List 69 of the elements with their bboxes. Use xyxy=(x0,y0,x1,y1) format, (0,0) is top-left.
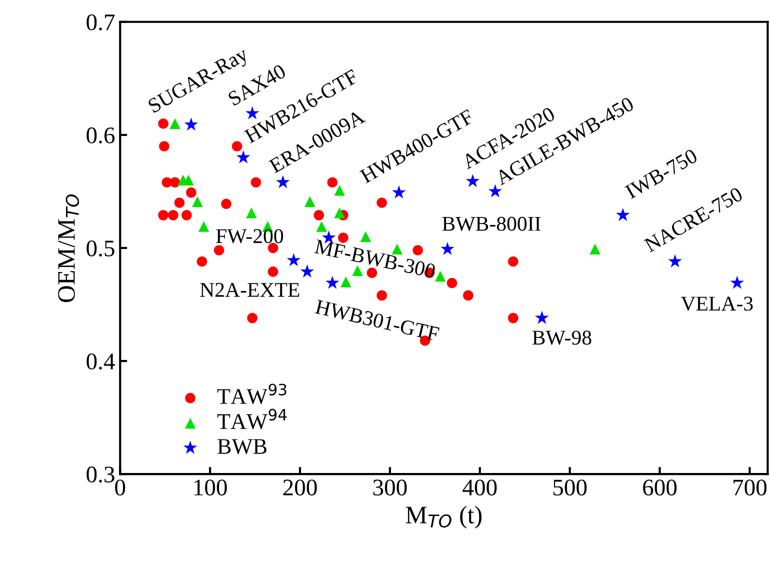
point xyxy=(186,187,196,198)
point xyxy=(508,312,518,324)
annotation: BW-98 xyxy=(532,330,592,345)
point xyxy=(196,256,208,267)
point xyxy=(304,196,316,207)
y-tick-label: 0.6 xyxy=(86,127,115,144)
y-tick-label: 0.3 xyxy=(86,466,114,483)
point xyxy=(214,245,224,256)
legend-label: TAW$^{93}$ xyxy=(217,384,286,404)
x-tick-label: 500 xyxy=(553,480,587,496)
point xyxy=(236,150,250,164)
y-tick-label: 0.5 xyxy=(86,240,114,256)
x-tick-label: 300 xyxy=(373,480,407,496)
point xyxy=(158,210,168,220)
x-tick-label: 400 xyxy=(462,480,497,496)
point xyxy=(446,278,458,288)
point xyxy=(376,198,387,208)
legend-label: BWB xyxy=(218,439,266,454)
point xyxy=(334,208,345,218)
point xyxy=(440,242,454,255)
point xyxy=(198,221,210,232)
point xyxy=(170,177,180,188)
point xyxy=(250,177,262,188)
point xyxy=(463,290,474,301)
point xyxy=(340,276,352,288)
point xyxy=(300,264,314,278)
point xyxy=(286,253,301,266)
y-tick-label: 0.4 xyxy=(86,354,115,370)
point xyxy=(268,242,278,254)
point xyxy=(221,198,232,210)
annotation: N2A-EXTE xyxy=(200,282,300,297)
x-tick-label: 200 xyxy=(283,480,317,496)
point xyxy=(158,118,168,129)
point xyxy=(316,221,327,232)
point xyxy=(170,118,180,130)
point xyxy=(535,310,549,324)
point xyxy=(276,175,290,188)
x-tick-label: 0 xyxy=(115,480,126,496)
point xyxy=(174,198,185,208)
x-tick-label: 100 xyxy=(194,480,227,496)
point xyxy=(668,254,682,268)
point xyxy=(392,185,406,198)
x-tick-label: 600 xyxy=(643,480,677,496)
point xyxy=(184,117,198,131)
point xyxy=(232,141,242,152)
point xyxy=(327,177,338,188)
point xyxy=(192,196,203,207)
annotation: FW-200 xyxy=(216,229,284,244)
point xyxy=(159,141,170,152)
y-tick-label: 0.7 xyxy=(86,14,115,30)
legend-label: TAW$^{94}$ xyxy=(217,408,287,430)
point xyxy=(730,276,744,289)
annotation: VELA-3 xyxy=(680,296,753,311)
y-axis-title: OEM/M$_{TO}$ xyxy=(58,194,80,302)
point xyxy=(488,184,502,198)
x-axis-title: M$_{TO}$ (t) xyxy=(406,506,482,529)
point xyxy=(182,210,192,220)
point xyxy=(508,256,518,267)
point xyxy=(590,244,600,254)
point xyxy=(246,208,257,218)
point xyxy=(616,208,630,222)
point xyxy=(314,210,324,220)
point xyxy=(247,312,258,324)
point xyxy=(434,270,446,282)
point xyxy=(334,184,345,196)
point xyxy=(268,266,278,277)
point xyxy=(168,210,178,220)
annotation: BWB-800II xyxy=(442,216,541,231)
x-tick-label: 700 xyxy=(734,480,767,496)
